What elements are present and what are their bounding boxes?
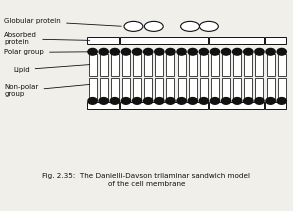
FancyBboxPatch shape [278, 54, 286, 76]
Circle shape [277, 49, 286, 55]
FancyBboxPatch shape [278, 78, 286, 100]
FancyBboxPatch shape [189, 78, 197, 100]
FancyBboxPatch shape [233, 54, 241, 76]
FancyBboxPatch shape [120, 37, 208, 44]
FancyBboxPatch shape [100, 54, 108, 76]
FancyBboxPatch shape [200, 54, 208, 76]
Text: Absorbed
protein: Absorbed protein [4, 32, 90, 45]
FancyBboxPatch shape [133, 78, 141, 100]
Ellipse shape [124, 21, 143, 31]
FancyBboxPatch shape [178, 54, 185, 76]
Circle shape [277, 98, 286, 104]
Text: Non-polar
group: Non-polar group [4, 84, 90, 97]
FancyBboxPatch shape [211, 78, 219, 100]
Circle shape [99, 49, 108, 55]
Circle shape [166, 49, 175, 55]
FancyBboxPatch shape [133, 54, 141, 76]
FancyBboxPatch shape [122, 78, 130, 100]
FancyBboxPatch shape [255, 54, 263, 76]
Circle shape [99, 98, 108, 104]
Circle shape [210, 49, 219, 55]
Circle shape [266, 49, 275, 55]
Ellipse shape [180, 21, 200, 31]
Circle shape [244, 98, 253, 104]
Text: Globular protein: Globular protein [4, 18, 121, 26]
Text: Fig. 2.35:  The Danielli-Davson trilaminar sandwich model
of the cell membrane: Fig. 2.35: The Danielli-Davson trilamina… [42, 173, 251, 187]
FancyBboxPatch shape [166, 78, 174, 100]
Circle shape [210, 98, 219, 104]
FancyBboxPatch shape [244, 54, 252, 76]
FancyBboxPatch shape [122, 54, 130, 76]
FancyBboxPatch shape [209, 102, 264, 109]
Circle shape [233, 98, 242, 104]
FancyBboxPatch shape [144, 54, 152, 76]
Circle shape [88, 98, 97, 104]
FancyBboxPatch shape [100, 78, 108, 100]
Circle shape [88, 49, 97, 55]
Circle shape [177, 98, 186, 104]
Circle shape [177, 49, 186, 55]
Text: Polar group: Polar group [4, 49, 90, 55]
Circle shape [255, 49, 264, 55]
Circle shape [110, 98, 120, 104]
Circle shape [121, 98, 131, 104]
Circle shape [233, 49, 242, 55]
FancyBboxPatch shape [211, 54, 219, 76]
FancyBboxPatch shape [222, 54, 230, 76]
FancyBboxPatch shape [200, 78, 208, 100]
FancyBboxPatch shape [265, 102, 286, 109]
Circle shape [266, 98, 275, 104]
Text: Lipid: Lipid [13, 65, 90, 73]
Circle shape [222, 49, 231, 55]
FancyBboxPatch shape [265, 37, 286, 44]
FancyBboxPatch shape [267, 78, 275, 100]
FancyBboxPatch shape [111, 78, 119, 100]
Circle shape [155, 49, 164, 55]
FancyBboxPatch shape [155, 54, 163, 76]
FancyBboxPatch shape [88, 54, 97, 76]
Circle shape [155, 98, 164, 104]
FancyBboxPatch shape [155, 78, 163, 100]
FancyBboxPatch shape [88, 78, 97, 100]
FancyBboxPatch shape [244, 78, 252, 100]
Circle shape [144, 49, 153, 55]
FancyBboxPatch shape [120, 102, 208, 109]
FancyBboxPatch shape [255, 78, 263, 100]
FancyBboxPatch shape [87, 102, 119, 109]
Circle shape [255, 98, 264, 104]
FancyBboxPatch shape [111, 54, 119, 76]
FancyBboxPatch shape [233, 78, 241, 100]
Circle shape [199, 49, 208, 55]
Circle shape [244, 49, 253, 55]
Ellipse shape [144, 21, 163, 31]
FancyBboxPatch shape [87, 37, 119, 44]
Ellipse shape [200, 21, 218, 31]
Circle shape [166, 98, 175, 104]
FancyBboxPatch shape [178, 78, 185, 100]
FancyBboxPatch shape [144, 78, 152, 100]
Circle shape [121, 49, 131, 55]
Circle shape [144, 98, 153, 104]
FancyBboxPatch shape [189, 54, 197, 76]
Circle shape [188, 49, 197, 55]
Circle shape [132, 49, 142, 55]
FancyBboxPatch shape [209, 37, 264, 44]
Circle shape [132, 98, 142, 104]
Circle shape [222, 98, 231, 104]
FancyBboxPatch shape [267, 54, 275, 76]
FancyBboxPatch shape [222, 78, 230, 100]
FancyBboxPatch shape [166, 54, 174, 76]
Circle shape [188, 98, 197, 104]
Circle shape [199, 98, 208, 104]
Circle shape [110, 49, 120, 55]
